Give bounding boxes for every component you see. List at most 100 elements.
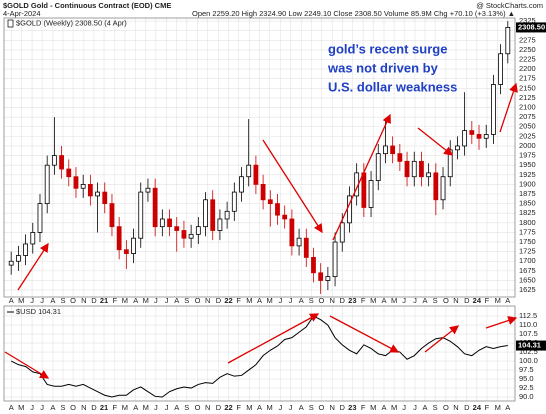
x-tick-label: J (154, 403, 158, 412)
last-value-box (516, 340, 546, 351)
candle-body (66, 168, 72, 178)
candle-body (30, 232, 36, 245)
candle-body (239, 176, 244, 193)
candle-body (152, 187, 158, 228)
y-tick-label: 2125 (519, 93, 536, 102)
candle-body (224, 210, 230, 220)
x-tick-label: S (433, 403, 438, 412)
x-tick-label: A (505, 296, 510, 305)
y-tick-label: 1825 (519, 208, 536, 217)
x-tick-label: N (453, 296, 458, 305)
x-tick-label: F (113, 403, 118, 412)
x-tick-label: A (423, 296, 428, 305)
x-tick-label: M (370, 403, 376, 412)
candle-body (275, 203, 280, 216)
y-tick-label: 1675 (519, 266, 536, 275)
y-tick-label: 2050 (519, 122, 536, 131)
y-tick-label: 1800 (519, 218, 536, 227)
y-tick-label: 92.5 (519, 383, 534, 392)
x-tick-label: A (133, 403, 138, 412)
x-tick-label: M (246, 403, 252, 412)
y-tick-label: 1900 (519, 179, 536, 188)
candle-body (15, 255, 21, 262)
x-tick-label: A (299, 296, 304, 305)
x-tick-label: J (402, 403, 406, 412)
candle-body (311, 257, 316, 274)
candle-body (267, 199, 273, 205)
y-tick-label: 1875 (519, 189, 536, 198)
x-tick-label: J (289, 296, 293, 305)
x-tick-label: D (340, 296, 346, 305)
annotation: gold’s recent surge (328, 41, 447, 56)
legend-icon (7, 19, 14, 28)
x-tick-label: M (266, 403, 272, 412)
x-tick-label: J (40, 403, 44, 412)
x-tick-label: M (391, 403, 397, 412)
candle-body (253, 164, 259, 185)
candle-body (8, 260, 14, 266)
x-tick-label: D (91, 403, 97, 412)
x-tick-label: S (433, 296, 438, 305)
candle-body (188, 233, 194, 239)
y-tick-label: 112.5 (519, 311, 537, 320)
legend: $GOLD (Weekly) 2308.50 (4 Apr) (16, 18, 127, 27)
y-tick-label: 2100 (519, 103, 536, 112)
y-tick-label: 2075 (519, 112, 536, 121)
x-tick-label: A (423, 403, 428, 412)
candle-body (483, 134, 489, 139)
x-tick-label: F (236, 296, 241, 305)
x-tick-label: F (485, 403, 490, 412)
y-tick-label: 2000 (519, 141, 536, 150)
y-tick-label: 1650 (519, 275, 536, 284)
y-tick-label: 1925 (519, 170, 536, 179)
candle-body (73, 176, 79, 189)
candle-body (37, 203, 43, 233)
x-tick-label: M (495, 403, 501, 412)
candle-body (131, 237, 136, 254)
candle-body (361, 172, 367, 208)
quote: Open 2259.20 High 2324.90 Low 2249.10 Cl… (192, 9, 515, 18)
arrow (262, 139, 323, 234)
x-tick-label: N (205, 296, 210, 305)
x-tick-label: O (70, 296, 76, 305)
x-tick-label: J (30, 296, 34, 305)
candle-body (433, 172, 439, 201)
arrow (329, 315, 400, 353)
x-tick-label: M (370, 296, 376, 305)
y-tick-label: 100.0 (519, 356, 538, 365)
candle-body (469, 130, 475, 135)
candle-body (332, 241, 338, 278)
x-tick-label: 21 (100, 403, 108, 412)
last-value-label: 2308.50 (518, 22, 545, 31)
x-tick-label: F (361, 296, 366, 305)
y-tick-label: 2225 (519, 54, 536, 63)
x-tick-label: A (382, 403, 387, 412)
candle-body (419, 160, 424, 178)
candle-body (303, 237, 309, 258)
candle-body (339, 222, 345, 243)
x-tick-label: A (257, 403, 262, 412)
x-tick-label: A (382, 296, 387, 305)
y-tick-label: 107.5 (519, 329, 538, 338)
arrow (4, 351, 50, 379)
x-tick-label: M (122, 403, 128, 412)
candle-body (246, 164, 252, 178)
candle-body (167, 218, 172, 228)
candle-body (159, 218, 165, 228)
x-tick-label: S (61, 296, 66, 305)
x-tick-label: J (40, 296, 44, 305)
x-tick-label: 22 (224, 296, 232, 305)
x-tick-label: J (30, 403, 34, 412)
x-tick-label: D (464, 403, 470, 412)
x-tick-label: O (318, 296, 324, 305)
chart-title: $GOLD Gold - Continuous Contract (EOD) C… (3, 1, 171, 10)
candle-body (80, 184, 86, 189)
candle-body (181, 230, 187, 239)
arrow (417, 127, 454, 156)
x-tick-label: D (91, 296, 97, 305)
candle-body (145, 187, 151, 193)
arrow (332, 113, 391, 241)
candle-body (397, 153, 403, 162)
x-tick-label: 21 (100, 296, 108, 305)
